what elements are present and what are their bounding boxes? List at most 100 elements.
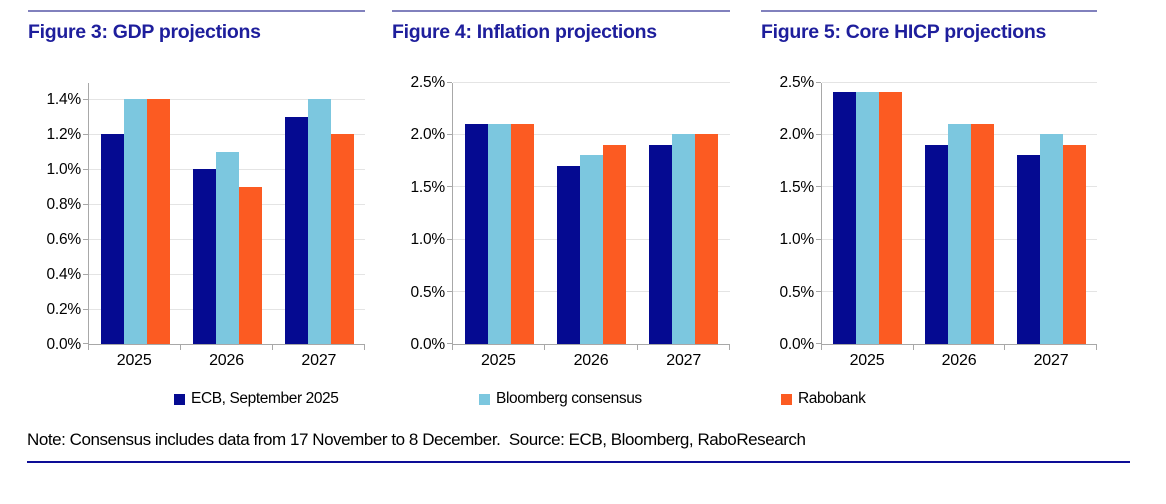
y-axis-labels: 0.0% 0.5% 1.0% 1.5% 2.0% 2.5% — [392, 74, 452, 353]
bar-groups — [822, 83, 1097, 344]
y-tick-label: 1.4% — [46, 91, 81, 109]
bar — [1016, 155, 1040, 344]
x-axis-labels: 2025 2026 2027 — [88, 352, 365, 370]
y-axis-tick — [83, 308, 88, 310]
header-rule — [392, 10, 730, 12]
y-axis-tick — [83, 343, 88, 344]
y-axis-tick — [447, 133, 452, 135]
y-axis-tick — [816, 291, 821, 293]
bar — [464, 123, 488, 344]
bar — [307, 99, 331, 344]
bar — [672, 134, 696, 344]
bar — [948, 123, 971, 344]
bar-group-2025 — [822, 83, 914, 344]
y-tick-label: 0.5% — [410, 283, 445, 301]
gridline — [89, 98, 365, 100]
bar — [856, 92, 880, 344]
x-axis-tick — [544, 345, 546, 350]
y-axis-tick — [816, 81, 821, 83]
bloomberg-legend-swatch-icon — [479, 393, 490, 405]
x-axis-tick — [88, 345, 89, 350]
bar — [971, 123, 994, 344]
y-tick-label: 2.0% — [410, 126, 445, 144]
x-axis-tick — [821, 345, 822, 350]
bar-group-2027 — [273, 83, 365, 344]
y-axis-tick — [83, 133, 88, 135]
legend-label: Rabobank — [798, 390, 866, 407]
plot-area-wrap — [447, 81, 730, 350]
figure-5-title: Figure 5: Core HICP projections — [761, 21, 1047, 43]
x-tick-label: 2027 — [301, 352, 337, 369]
bar — [695, 134, 719, 344]
y-axis-tick — [447, 291, 452, 293]
y-tick-label: 0.0% — [779, 336, 814, 353]
y-tick-label: 0.0% — [410, 336, 445, 353]
y-axis-tick — [447, 81, 452, 83]
x-axis-tick — [364, 345, 365, 350]
y-tick-label: 1.5% — [410, 178, 445, 196]
header-rule — [28, 10, 365, 12]
rabobank-legend-swatch-icon — [781, 393, 792, 405]
bar — [123, 99, 147, 344]
bar-groups — [89, 83, 365, 344]
y-tick-label: 0.8% — [46, 196, 81, 214]
bar-group-2025 — [453, 83, 545, 344]
gdp-projections-panel: Figure 3: GDP projections 0.0% 0.2% 0.4% 0.… — [28, 10, 365, 370]
y-axis-tick — [816, 343, 821, 344]
x-axis-labels: 2025 2026 2027 — [452, 352, 730, 370]
bar — [833, 92, 857, 344]
bar-group-2026 — [181, 83, 273, 344]
y-tick-label: 0.0% — [46, 336, 81, 353]
legend-item-ecb: ECB, September 2025 — [174, 390, 339, 408]
bar — [879, 92, 903, 344]
gridline — [453, 81, 730, 83]
header-rule — [761, 10, 1097, 12]
x-tick-label: 2026 — [941, 352, 977, 369]
inflation-projections-chart: 0.0% 0.5% 1.0% 1.5% 2.0% 2.5% — [392, 74, 730, 353]
x-axis-tick — [912, 345, 914, 350]
bar — [602, 144, 626, 344]
y-tick-label: 0.6% — [46, 231, 81, 249]
y-tick-label: 1.0% — [410, 231, 445, 249]
gdp-projections-chart: 0.0% 0.2% 0.4% 0.6% 0.8% 1.0% 1.2% 1.4% — [28, 83, 365, 353]
core-hicp-projections-panel: Figure 5: Core HICP projections 0.0% 0.5%… — [761, 10, 1097, 370]
y-tick-label: 1.0% — [46, 161, 81, 179]
footnote: Note: Consensus includes data from 17 No… — [27, 430, 806, 449]
x-tick-label: 2026 — [209, 352, 244, 369]
y-axis-labels: 0.0% 0.2% 0.4% 0.6% 0.8% 1.0% 1.2% 1.4% — [28, 83, 88, 353]
y-tick-label: 0.5% — [779, 283, 814, 301]
core-hicp-projections-chart: 0.0% 0.5% 1.0% 1.5% 2.0% 2.5% — [761, 74, 1097, 353]
gridline — [822, 81, 1097, 83]
bar — [1062, 144, 1086, 344]
y-axis-tick — [447, 343, 452, 344]
y-axis-tick — [447, 186, 452, 188]
plot-area — [816, 81, 1097, 350]
y-tick-label: 0.2% — [46, 301, 81, 319]
x-tick-label: 2025 — [849, 352, 885, 369]
y-tick-label: 2.5% — [779, 74, 814, 91]
ecb-legend-swatch-icon — [174, 393, 185, 405]
figure-4-title: Figure 4: Inflation projections — [392, 21, 657, 43]
legend-label: ECB, September 2025 — [191, 390, 339, 407]
plot-area-wrap — [816, 81, 1097, 350]
figures-row: Figure 3: GDP projections 0.0% 0.2% 0.4% 0.… — [28, 10, 1097, 370]
inflation-projections-panel: Figure 4: Inflation projections 0.0% 0.5%… — [392, 10, 730, 370]
y-axis-tick — [447, 238, 452, 240]
x-tick-label: 2026 — [573, 352, 609, 369]
y-axis-tick — [816, 186, 821, 188]
figure-3-title: Figure 3: GDP projections — [28, 21, 261, 43]
y-tick-label: 1.5% — [779, 178, 814, 196]
y-tick-label: 1.0% — [779, 231, 814, 249]
bar — [192, 169, 216, 344]
bar — [330, 134, 354, 344]
bar-group-2027 — [638, 83, 730, 344]
y-axis-tick — [83, 168, 88, 170]
bar — [1039, 134, 1063, 344]
gridline — [453, 133, 730, 135]
y-tick-label: 2.0% — [779, 126, 814, 144]
bar-group-2026 — [545, 83, 637, 344]
x-axis-tick — [729, 345, 730, 350]
x-tick-label: 2027 — [666, 352, 702, 369]
plot-area — [447, 81, 730, 350]
y-tick-label: 1.2% — [46, 126, 81, 144]
